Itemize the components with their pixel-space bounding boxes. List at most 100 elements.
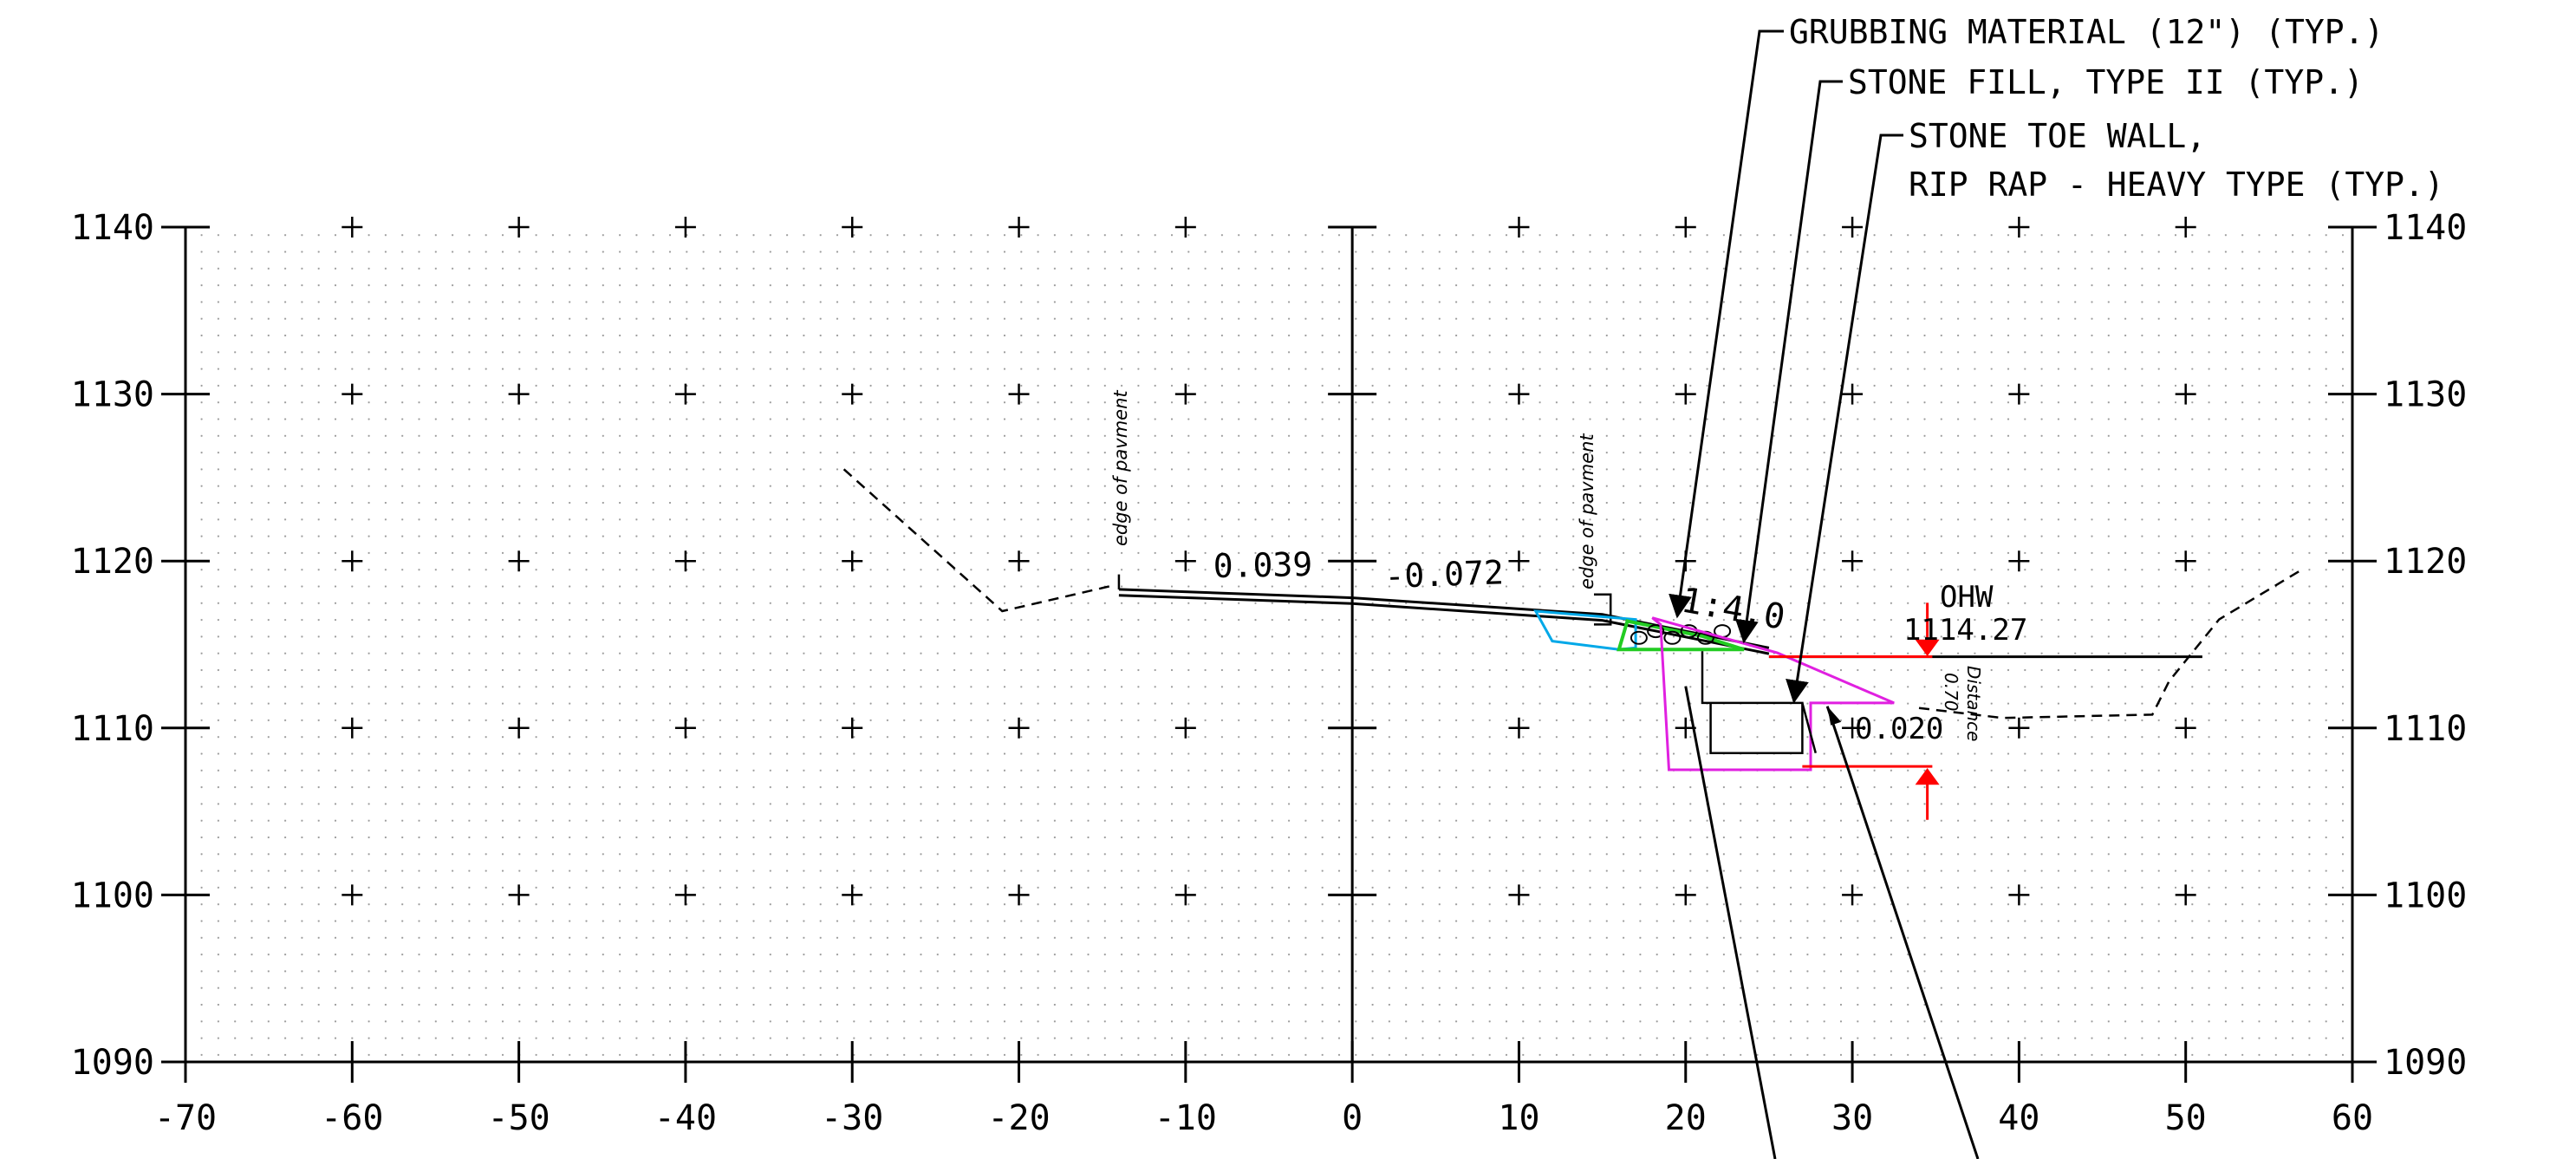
toe-wall-edge <box>1801 702 1817 754</box>
y-tick-label-left: 1120 <box>71 542 154 582</box>
grid-cross <box>2008 717 2030 739</box>
ohw-elevation-value: 1114.27 <box>1903 613 2027 648</box>
grid-cross <box>1842 717 1864 739</box>
grid-cross <box>1675 217 1696 238</box>
grid-cross <box>2175 717 2196 739</box>
low-arrow-head <box>1915 768 1940 785</box>
grid-cross <box>842 383 863 405</box>
grid-cross <box>2008 884 2030 906</box>
y-tick-label-right: 1090 <box>2384 1043 2467 1083</box>
x-tick-label: 10 <box>1498 1098 1539 1138</box>
toe-wall-outline <box>1701 651 1804 754</box>
grid-cross <box>1842 884 1864 906</box>
leader-stone-fill <box>1734 80 1843 644</box>
callout-grubbing-material: GRUBBING MATERIAL (12") (TYP.) <box>1789 13 2384 51</box>
grid-cross <box>1174 383 1196 405</box>
callout-rip-rap: RIP RAP - HEAVY TYPE (TYP.) <box>1909 166 2444 204</box>
grid-cross <box>842 884 863 906</box>
edge-of-pavement-label-right: edge of pavment <box>1577 433 1597 589</box>
grid-cross <box>1008 717 1030 739</box>
x-tick-label: 60 <box>2332 1098 2373 1138</box>
grid-cross <box>2175 550 2196 572</box>
distance-label: Distance <box>1963 666 1984 741</box>
grid-cross <box>2008 550 2030 572</box>
x-tick-label: -10 <box>1155 1098 1217 1138</box>
distance-value: 0.70 <box>1941 673 1961 712</box>
grid-cross <box>2008 383 2030 405</box>
grid-cross <box>674 217 696 238</box>
grid-cross <box>508 217 530 238</box>
grid-cross <box>1508 717 1530 739</box>
stone-fill-pattern <box>1663 630 1682 645</box>
grid-cross <box>842 717 863 739</box>
grid-cross <box>1008 884 1030 906</box>
grid-cross <box>674 717 696 739</box>
grid-cross <box>1508 884 1530 906</box>
slope-label-left: 0.039 <box>1213 545 1312 585</box>
x-tick-label: -50 <box>487 1098 550 1138</box>
y-tick-label-right: 1140 <box>2384 208 2467 248</box>
stone-fill-shape <box>1617 619 1745 652</box>
x-tick-label: 50 <box>2165 1098 2207 1138</box>
grid-cross <box>1174 217 1196 238</box>
stone-fill-pattern <box>1630 630 1648 645</box>
grid-cross <box>2175 884 2196 906</box>
x-tick-label: 0 <box>1342 1098 1363 1138</box>
x-tick-label: -30 <box>821 1098 883 1138</box>
leader-grubbing <box>1669 29 1784 619</box>
edge-of-pavement-label-left: edge of pavment <box>1110 390 1131 546</box>
grid-cross <box>508 717 530 739</box>
callout-stone-toe-wall: STONE TOE WALL, <box>1909 117 2206 155</box>
stone-fill-pattern <box>1647 624 1665 639</box>
callout-leaders <box>1669 29 1980 1159</box>
grid-cross <box>1008 217 1030 238</box>
grid-cross <box>674 884 696 906</box>
grid-cross <box>508 550 530 572</box>
grid-cross <box>1174 884 1196 906</box>
y-tick-label-right: 1110 <box>2384 709 2467 749</box>
slope-label-right: -0.072 <box>1384 553 1505 596</box>
x-tick-label: -70 <box>154 1098 217 1138</box>
x-tick-label: 40 <box>1998 1098 2039 1138</box>
y-tick-label-left: 1100 <box>71 876 154 915</box>
grid-cross <box>1508 383 1530 405</box>
curb-mark <box>1594 593 1612 626</box>
grid-cross <box>1842 550 1864 572</box>
existing-ground-left <box>842 468 1111 613</box>
x-tick-label: -40 <box>654 1098 717 1138</box>
grid-cross <box>2175 217 2196 238</box>
tick-labels: -70 -60 -50 -40 -30 -20 -10 0 10 20 30 40 50 60 1090 10… <box>71 208 2468 1138</box>
grid-cross <box>342 217 363 238</box>
grid-cross <box>342 383 363 405</box>
grid-cross <box>1675 383 1696 405</box>
ohw-label: OHW <box>1940 580 1994 615</box>
leader-lower-right-head <box>1827 706 1842 726</box>
toe-slope-label: 0.020 <box>1855 712 1943 746</box>
grid-cross <box>674 550 696 572</box>
grid-cross <box>1008 383 1030 405</box>
grid-cross <box>1174 717 1196 739</box>
grid-cross <box>508 884 530 906</box>
grid-cross <box>1675 884 1696 906</box>
x-tick-label: 30 <box>1831 1098 1873 1138</box>
grid-cross <box>2175 383 2196 405</box>
y-tick-label-right: 1100 <box>2384 876 2467 915</box>
axis-ticks <box>161 225 2377 1083</box>
ohw-arrow-head <box>1915 639 1940 656</box>
grid-crosses <box>342 217 2196 906</box>
grid-cross <box>342 717 363 739</box>
grid-cross <box>674 383 696 405</box>
grid-dots <box>185 227 2352 1062</box>
leader-lower-right <box>1825 706 1980 1159</box>
leader-lower-left <box>1684 686 1777 1159</box>
leader-toe-wall <box>1786 133 1903 704</box>
y-tick-label-left: 1130 <box>71 375 154 415</box>
grid-cross <box>1842 217 1864 238</box>
grid-cross <box>342 884 363 906</box>
x-tick-label: -20 <box>987 1098 1050 1138</box>
y-tick-label-left: 1140 <box>71 208 154 248</box>
grid-cross <box>1008 550 1030 572</box>
y-tick-label-right: 1130 <box>2384 375 2467 415</box>
y-tick-label-right: 1120 <box>2384 542 2467 582</box>
